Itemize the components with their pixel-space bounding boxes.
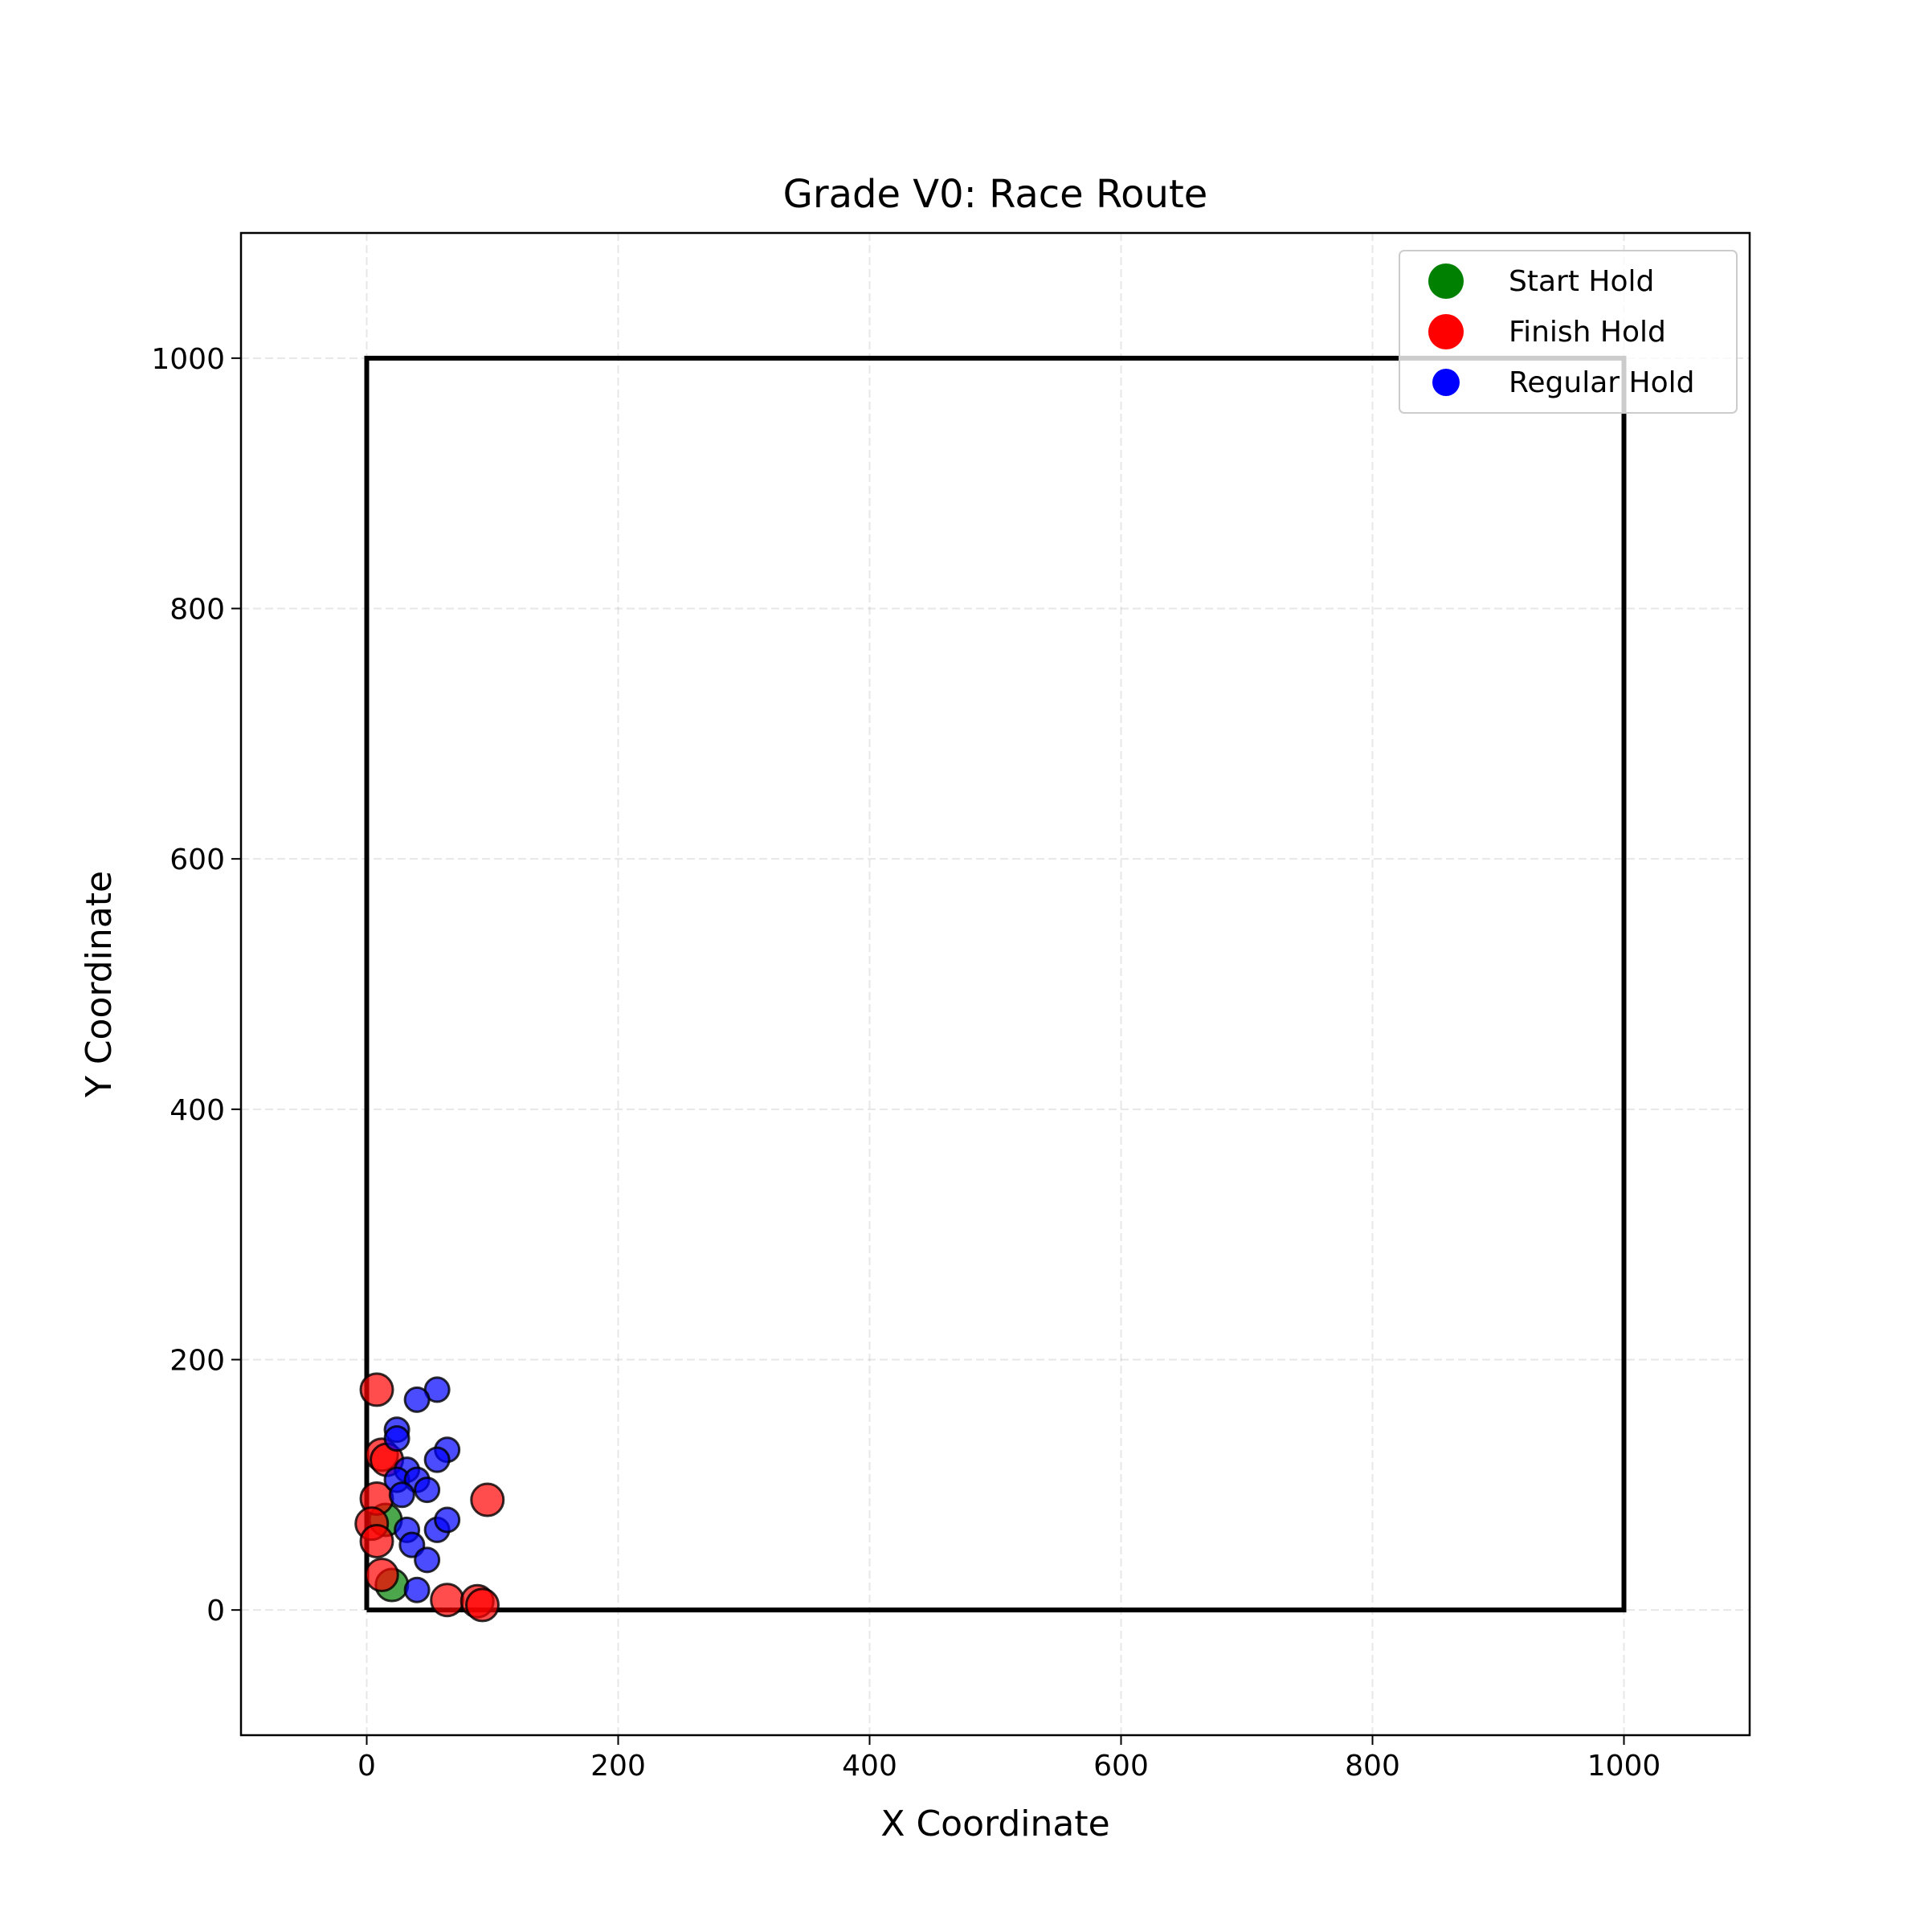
y-tick-label: 800	[170, 594, 225, 627]
x-tick-label: 200	[590, 1750, 646, 1783]
x-tick-label: 400	[842, 1750, 897, 1783]
hold-point	[403, 1576, 431, 1603]
hold-point	[403, 1386, 431, 1413]
hold-points	[354, 1372, 505, 1623]
hold-point	[359, 1523, 394, 1558]
y-tick-label: 1000	[151, 343, 225, 376]
legend-label: Regular Hold	[1509, 366, 1694, 399]
y-axis-label: Y Coordinate	[79, 871, 120, 1098]
hold-point	[364, 1558, 399, 1593]
legend-marker	[1432, 369, 1460, 396]
hold-point	[359, 1372, 394, 1407]
axis-ticks: 0 200 400 600 800 1000 0 200 400 600 800 1000	[151, 343, 1660, 1783]
hold-point	[388, 1481, 415, 1509]
x-tick-label: 600	[1093, 1750, 1149, 1783]
legend-marker	[1428, 314, 1464, 349]
hold-point	[383, 1425, 411, 1452]
x-tick-label: 0	[357, 1750, 376, 1783]
x-tick-label: 1000	[1587, 1750, 1661, 1783]
legend-marker	[1428, 263, 1464, 299]
legend-box	[1399, 250, 1738, 414]
y-tick-label: 600	[170, 843, 225, 876]
chart-title: Grade V0: Race Route	[783, 172, 1208, 217]
legend-label: Start Hold	[1509, 265, 1654, 298]
legend-entries: Start Hold Finish Hold Regular Hold	[1428, 263, 1694, 399]
hold-point	[470, 1482, 505, 1517]
hold-point	[434, 1506, 461, 1534]
hold-point	[464, 1587, 500, 1623]
y-tick-label: 200	[170, 1345, 225, 1378]
x-axis-label: X Coordinate	[880, 1803, 1109, 1844]
hold-point	[414, 1477, 441, 1504]
x-tick-label: 800	[1345, 1750, 1400, 1783]
legend-label: Finish Hold	[1509, 316, 1666, 349]
plot-frame	[239, 231, 1751, 1737]
y-tick-label: 0	[206, 1595, 225, 1628]
legend: Start Hold Finish Hold Regular Hold	[1399, 250, 1738, 414]
hold-point	[430, 1583, 465, 1618]
hold-point	[423, 1446, 451, 1473]
y-tick-label: 400	[170, 1094, 225, 1127]
hold-point	[414, 1546, 441, 1574]
